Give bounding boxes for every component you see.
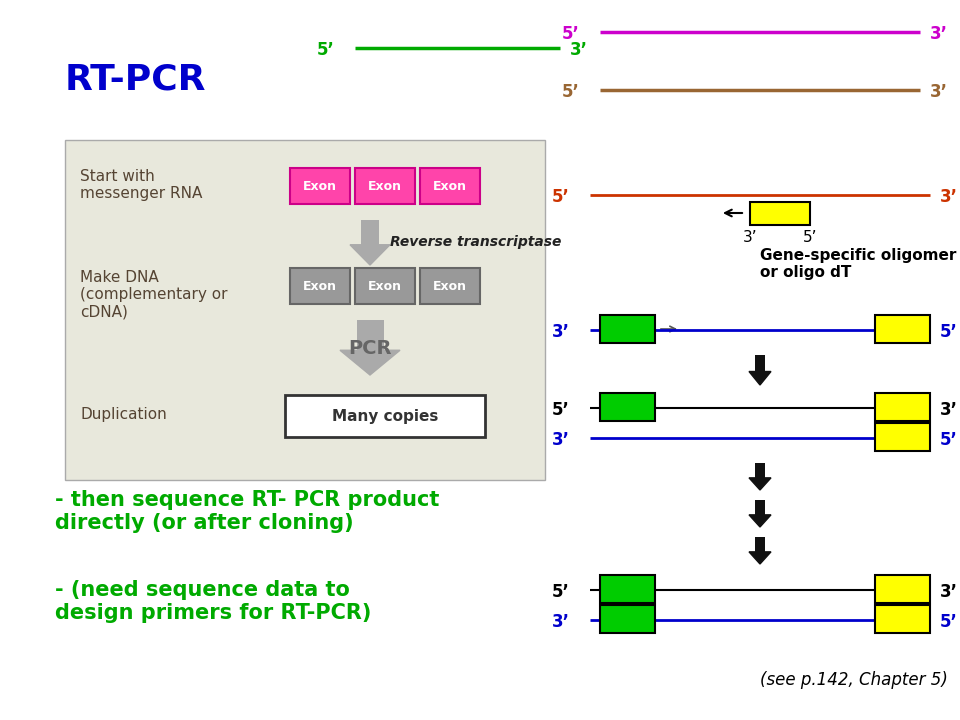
Bar [600, 575, 655, 603]
Text: Exon: Exon [368, 279, 402, 292]
Polygon shape [749, 515, 771, 527]
Text: Exon: Exon [368, 179, 402, 192]
Text: Make DNA
(complementary or
cDNA): Make DNA (complementary or cDNA) [80, 270, 228, 320]
Text: 3’: 3’ [570, 41, 588, 59]
Text: RT-PCR: RT-PCR [65, 63, 206, 97]
Polygon shape [340, 350, 400, 375]
Text: 3’: 3’ [552, 431, 570, 449]
Text: Duplication: Duplication [80, 408, 167, 423]
Polygon shape [350, 245, 390, 265]
Text: Exon: Exon [433, 179, 467, 192]
Bar [756, 537, 765, 552]
Bar [285, 395, 485, 437]
Text: Exon: Exon [303, 279, 337, 292]
Bar [600, 605, 655, 633]
Text: Gene-specific oligomer
or oligo dT: Gene-specific oligomer or oligo dT [760, 248, 956, 280]
Bar [875, 315, 930, 343]
Bar [361, 220, 379, 245]
Text: 3’: 3’ [552, 613, 570, 631]
Text: 3’: 3’ [743, 230, 757, 245]
Bar [356, 320, 383, 350]
Bar [355, 168, 415, 204]
Text: - (need sequence data to
design primers for RT-PCR): - (need sequence data to design primers … [55, 580, 372, 624]
Polygon shape [749, 478, 771, 490]
Text: 5’: 5’ [563, 25, 580, 43]
Text: - then sequence RT- PCR product
directly (or after cloning): - then sequence RT- PCR product directly… [55, 490, 440, 534]
Text: Reverse transcriptase: Reverse transcriptase [390, 235, 562, 249]
Bar [750, 202, 810, 225]
Text: 5’: 5’ [552, 401, 570, 419]
Bar [600, 393, 655, 421]
FancyBboxPatch shape [65, 140, 545, 480]
Bar [756, 463, 765, 478]
Text: Start with
messenger RNA: Start with messenger RNA [80, 168, 203, 201]
Text: 5’: 5’ [940, 613, 958, 631]
Bar [420, 168, 480, 204]
Text: 5’: 5’ [552, 188, 570, 206]
Text: 3’: 3’ [930, 25, 948, 43]
Bar [875, 423, 930, 451]
Bar [355, 268, 415, 304]
Text: 3’: 3’ [940, 188, 958, 206]
Bar [875, 575, 930, 603]
Text: 3’: 3’ [940, 583, 958, 601]
Text: 5’: 5’ [940, 431, 958, 449]
Text: Many copies: Many copies [332, 408, 438, 423]
Text: 5’: 5’ [803, 230, 817, 245]
Text: (see p.142, Chapter 5): (see p.142, Chapter 5) [760, 671, 948, 689]
Polygon shape [749, 372, 771, 385]
Text: 3’: 3’ [940, 401, 958, 419]
Bar [756, 500, 765, 515]
Text: Exon: Exon [433, 279, 467, 292]
Bar [420, 268, 480, 304]
Bar [875, 393, 930, 421]
Text: PCR: PCR [348, 338, 392, 358]
Bar [756, 355, 765, 372]
Text: 5’: 5’ [563, 83, 580, 101]
Bar [875, 605, 930, 633]
Text: 5’: 5’ [940, 323, 958, 341]
Polygon shape [749, 552, 771, 564]
Bar [600, 315, 655, 343]
Text: Exon: Exon [303, 179, 337, 192]
Bar [290, 168, 350, 204]
Bar [290, 268, 350, 304]
Text: 5’: 5’ [552, 583, 570, 601]
Text: 5’: 5’ [317, 41, 335, 59]
Text: 3’: 3’ [930, 83, 948, 101]
Text: 3’: 3’ [552, 323, 570, 341]
